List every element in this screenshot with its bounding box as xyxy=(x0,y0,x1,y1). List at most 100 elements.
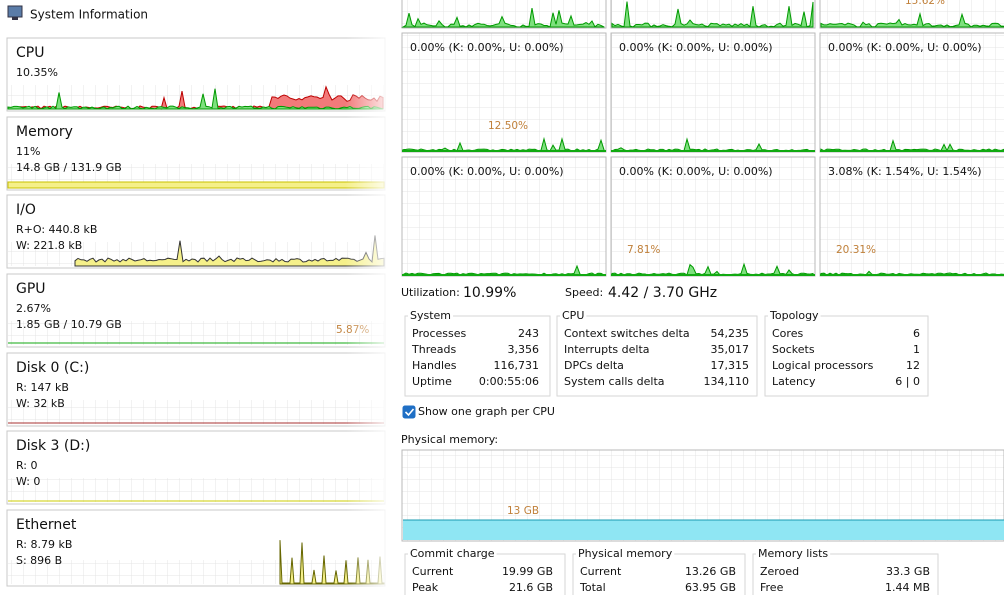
cpu-graph xyxy=(819,32,1004,153)
group-row-label: Logical processors xyxy=(772,359,874,372)
cpu-graph-peak: 20.31% xyxy=(836,244,876,256)
group-row-label: Total xyxy=(579,581,606,594)
card-title: Ethernet xyxy=(16,517,77,533)
cpu-trace xyxy=(820,11,1004,28)
group-row-value: 3,356 xyxy=(508,343,540,356)
utilization-label: Utilization: xyxy=(401,286,460,299)
cpu-graph-label: 3.08% (K: 1.54%, U: 1.54%) xyxy=(828,165,982,178)
group-row-label: Processes xyxy=(412,327,466,340)
app-icon-stand xyxy=(12,17,18,20)
cpu-graph-peak: 15.62% xyxy=(905,0,945,7)
group-row-label: DPCs delta xyxy=(564,359,624,372)
cpu-graph xyxy=(401,32,607,153)
card-title: GPU xyxy=(16,281,46,297)
card-line: W: 32 kB xyxy=(16,397,65,410)
card-line: 1.85 GB / 10.79 GB xyxy=(16,318,122,331)
memory-trace xyxy=(7,181,385,189)
group-title-bg xyxy=(576,552,675,556)
card-graph xyxy=(8,478,384,502)
group-title: Commit charge xyxy=(410,547,495,560)
card-line: S: 896 B xyxy=(16,554,62,567)
group-row-value: 0:00:55:06 xyxy=(479,375,539,388)
group-row-value: 243 xyxy=(518,327,539,340)
group-row-label: Sockets xyxy=(772,343,815,356)
cpu-graph-label: 0.00% (K: 0.00%, U: 0.00%) xyxy=(410,165,564,178)
group-title: Physical memory xyxy=(578,547,673,560)
group-row-label: Interrupts delta xyxy=(564,343,650,356)
card-line: W: 221.8 kB xyxy=(16,239,82,252)
window-title: System Information xyxy=(30,8,148,22)
cpu-graph-label: 0.00% (K: 0.00%, U: 0.00%) xyxy=(619,165,773,178)
card-graph xyxy=(8,560,384,584)
group-row-value: 35,017 xyxy=(711,343,750,356)
group-title-bg xyxy=(408,552,497,556)
memory-graph-label: 13 GB xyxy=(507,505,539,517)
group-title: CPU xyxy=(562,309,584,322)
card-title: Memory xyxy=(16,124,73,140)
group-row-value: 33.3 GB xyxy=(886,565,930,578)
group-row-label: Threads xyxy=(411,343,456,356)
card-line: 14.8 GB / 131.9 GB xyxy=(16,161,122,174)
memory-graph-title: Physical memory: xyxy=(401,433,498,446)
card-line: R: 0 xyxy=(16,459,38,472)
group-row-label: Uptime xyxy=(412,375,452,388)
group-title-bg xyxy=(756,552,831,556)
group-row-label: Current xyxy=(580,565,622,578)
card-title: Disk 0 (C:) xyxy=(16,360,89,376)
group-row-value: 19.99 GB xyxy=(502,565,553,578)
cpu-graph-peak: 7.81% xyxy=(627,244,660,256)
cpu-graph-label: 0.00% (K: 0.00%, U: 0.00%) xyxy=(619,41,773,54)
group-row-value: 1 xyxy=(913,343,920,356)
group-row-label: Handles xyxy=(412,359,457,372)
group-title-bg xyxy=(560,314,587,318)
cpu-graph-label: 0.00% (K: 0.00%, U: 0.00%) xyxy=(828,41,982,54)
card-line: R: 147 kB xyxy=(16,381,69,394)
group-title: System xyxy=(410,309,451,322)
group-row-value: 116,731 xyxy=(494,359,540,372)
memory-fill xyxy=(403,520,1004,540)
card-line: 2.67% xyxy=(16,302,51,315)
card-title: Disk 3 (D:) xyxy=(16,438,90,454)
group-row-value: 134,110 xyxy=(704,375,750,388)
sidebar-fade xyxy=(345,30,395,595)
group-box xyxy=(752,553,939,595)
card-title: I/O xyxy=(16,202,36,218)
card-line: 11% xyxy=(16,145,40,158)
cpu-user-trace xyxy=(7,88,384,110)
app-icon xyxy=(7,5,23,18)
card-graph xyxy=(8,321,384,345)
checkbox[interactable] xyxy=(402,405,416,419)
speed-label: Speed: xyxy=(565,286,603,299)
group-box xyxy=(404,315,551,397)
cpu-graph-label: 0.00% (K: 0.00%, U: 0.00%) xyxy=(410,41,564,54)
group-row-value: 63.95 GB xyxy=(685,581,736,594)
card-title: CPU xyxy=(16,45,44,61)
card-line: 10.35% xyxy=(16,66,58,79)
group-row-value: 6 | 0 xyxy=(895,375,920,388)
card-line: R: 8.79 kB xyxy=(16,538,72,551)
cpu-graph xyxy=(819,156,1004,277)
group-title: Topology xyxy=(769,309,819,322)
group-row-value: 13.26 GB xyxy=(685,565,736,578)
checkbox-label[interactable]: Show one graph per CPU xyxy=(418,405,555,418)
group-title: Memory lists xyxy=(758,547,828,560)
group-row-label: System calls delta xyxy=(564,375,665,388)
card-graph xyxy=(8,400,384,424)
group-row-label: Current xyxy=(412,565,454,578)
card-line: R+O: 440.8 kB xyxy=(16,223,97,236)
group-row-value: 54,235 xyxy=(711,327,750,340)
checkmark xyxy=(404,408,415,417)
cpu-graph xyxy=(610,32,816,153)
speed-value: 4.42 / 3.70 GHz xyxy=(608,285,717,301)
group-row-label: Latency xyxy=(772,375,816,388)
group-row-label: Context switches delta xyxy=(564,327,690,340)
group-row-value: 17,315 xyxy=(711,359,750,372)
group-row-value: 6 xyxy=(913,327,920,340)
group-row-label: Zeroed xyxy=(760,565,799,578)
group-row-label: Cores xyxy=(772,327,803,340)
group-row-value: 1.44 MB xyxy=(885,581,930,594)
cpu-graph-peak: 12.50% xyxy=(488,120,528,132)
cpu-graph xyxy=(401,156,607,277)
